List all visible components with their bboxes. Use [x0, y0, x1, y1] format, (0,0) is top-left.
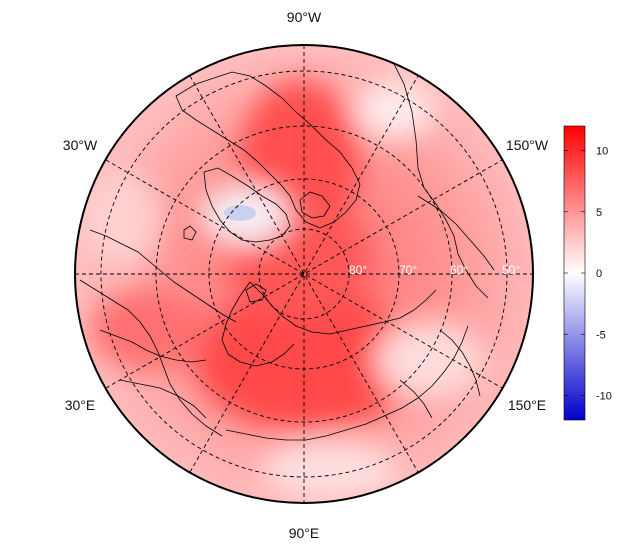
- lon-label-lower-left: 30°E: [65, 397, 96, 413]
- map-border: [74, 44, 534, 504]
- meridian-120: [189, 75, 419, 473]
- latitude-circle-50: [100, 70, 508, 478]
- lat-label-50: 50°: [502, 263, 520, 277]
- lat-label-70: 70°: [399, 263, 417, 277]
- meridian-30: [105, 159, 503, 389]
- lon-label-lower-right: 150°E: [508, 397, 546, 413]
- temperature-anomaly-field: [75, 45, 533, 503]
- colorbar-tick-label: -5: [596, 329, 606, 341]
- lon-label-bottom: 90°E: [289, 525, 320, 541]
- meridian-60: [189, 75, 419, 473]
- graticule: [75, 45, 533, 503]
- colorbar-tick-label: 10: [596, 146, 608, 158]
- lat-label-80: 80°: [349, 263, 367, 277]
- lon-label-top: 90°W: [287, 9, 322, 25]
- colorbar-gradient: [564, 126, 585, 420]
- longitude-labels: 90°W 90°E 30°W 150°W 30°E 150°E: [63, 9, 549, 541]
- colorbar-ticks: 10 5 0 -5 -10: [564, 146, 612, 403]
- latitude-labels: 80° 70° 60° 50°: [349, 263, 520, 277]
- colorbar-tick-label: 0: [596, 268, 602, 280]
- colorbar: 10 5 0 -5 -10: [563, 125, 612, 421]
- colorbar-tick-label: 5: [596, 207, 602, 219]
- lon-label-upper-right: 150°W: [506, 137, 549, 153]
- lat-label-60: 60°: [450, 263, 468, 277]
- colorbar-tick-label: -10: [596, 391, 612, 403]
- meridian-150: [105, 159, 503, 389]
- lon-label-upper-left: 30°W: [63, 137, 98, 153]
